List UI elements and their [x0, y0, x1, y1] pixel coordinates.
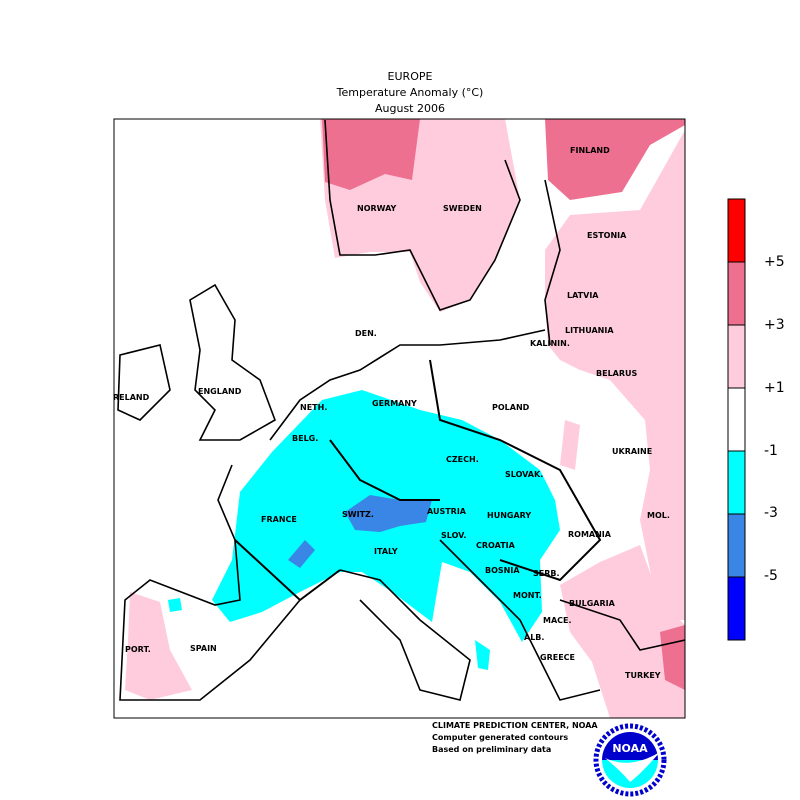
legend-label: +5	[764, 254, 785, 270]
country-label: SLOV.	[441, 531, 466, 540]
country-label: FINLAND	[570, 146, 610, 155]
country-label: ESTONIA	[587, 231, 627, 240]
anomaly-area-m1to3-greece	[475, 640, 490, 670]
anomaly-area-1to3-ukraine	[560, 420, 580, 470]
anomaly-area-m1to3-spain-blob	[168, 598, 182, 612]
map-frame	[113, 118, 686, 719]
country-label: CROATIA	[476, 541, 516, 550]
country-label: SWITZ.	[342, 510, 374, 519]
country-label: AUSTRIA	[427, 507, 467, 516]
legend-label: +1	[764, 380, 785, 396]
noaa-logo: NOAA	[593, 723, 667, 797]
country-label: NETH.	[300, 403, 327, 412]
credit-line-1: CLIMATE PREDICTION CENTER, NOAA	[432, 721, 598, 730]
country-label: ITALY	[374, 547, 398, 556]
country-label: SWEDEN	[443, 204, 482, 213]
legend-swatch-m3to5	[727, 513, 746, 578]
legend-label: +3	[764, 317, 785, 333]
legend-swatch-m1to3	[727, 450, 746, 515]
map-variable-title: Temperature Anomaly (°C)	[336, 86, 484, 99]
country-label: BOSNIA	[485, 566, 520, 575]
country-label: SPAIN	[190, 644, 217, 653]
legend-swatch-1to3	[727, 324, 746, 389]
country-label: BELG.	[292, 434, 318, 443]
country-label: LITHUANIA	[565, 326, 614, 335]
credit-line-3: Based on preliminary data	[432, 745, 552, 754]
credit-line-2: Computer generated contours	[432, 733, 569, 742]
anomaly-area-1to3-balkans	[560, 545, 685, 718]
anomaly-area-3to5-finland	[545, 119, 685, 200]
anomaly-area-3to5-norway	[322, 119, 420, 190]
country-label: FRANCE	[261, 515, 297, 524]
country-label: UKRAINE	[612, 447, 652, 456]
country-label: NORWAY	[357, 204, 397, 213]
color-legend	[727, 198, 746, 641]
country-label: GREECE	[540, 653, 575, 662]
country-label: POLAND	[492, 403, 530, 412]
map-region-title: EUROPE	[387, 70, 433, 83]
noaa-logo-text: NOAA	[612, 742, 648, 755]
legend-swatch-gt5	[727, 198, 746, 263]
country-label: KALININ.	[530, 339, 570, 348]
country-label: HUNGARY	[487, 511, 531, 520]
legend-label: -5	[764, 568, 778, 584]
country-label: MONT.	[513, 591, 542, 600]
map-period-title: August 2006	[375, 102, 445, 115]
country-label: ALB.	[524, 633, 544, 642]
legend-label: -3	[764, 505, 778, 521]
country-label: BULGARIA	[569, 599, 616, 608]
country-label: GERMANY	[372, 399, 417, 408]
country-label: TURKEY	[625, 671, 661, 680]
country-label: SERB.	[533, 569, 560, 578]
legend-swatch-neutral	[727, 387, 746, 452]
country-label: BELARUS	[596, 369, 638, 378]
country-label: SLOVAK.	[505, 470, 543, 479]
country-label: ROMANIA	[568, 530, 612, 539]
country-label: ENGLAND	[198, 387, 242, 396]
country-label: MOL.	[647, 511, 670, 520]
anomaly-area-m3to5-france	[288, 540, 315, 568]
coastlines	[117, 119, 685, 701]
anomaly-area-1to3-east	[545, 130, 685, 620]
country-label: CZECH.	[446, 455, 479, 464]
legend-swatch-3to5	[727, 261, 746, 326]
legend-swatch-ltm5	[727, 576, 746, 641]
anomaly-area-m3to5-alps	[345, 495, 432, 532]
country-borders	[234, 359, 602, 602]
country-label: LATVIA	[567, 291, 599, 300]
anomaly-area-1to3-portugal	[125, 592, 192, 700]
country-label: PORT.	[125, 645, 151, 654]
country-label: DEN.	[355, 329, 377, 338]
country-label: MACE.	[543, 616, 572, 625]
country-label: IRELAND	[110, 393, 150, 402]
legend-label: -1	[764, 443, 778, 459]
